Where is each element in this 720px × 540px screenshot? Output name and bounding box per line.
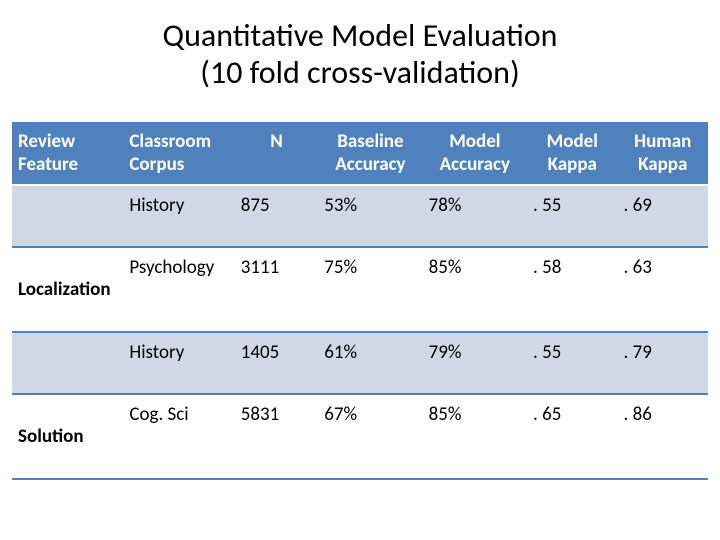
col-header-0: ReviewFeature [12,121,123,185]
cell: 3111 [235,247,319,332]
cell: Solution [12,394,123,479]
cell: History [123,185,234,247]
cell: 53% [318,185,422,247]
results-table: ReviewFeatureClassroomCorpusNBaselineAcc… [12,120,708,480]
cell: 61% [318,332,422,394]
cell: . 58 [527,247,617,332]
slide-title: Quantitative Model Evaluation (10 fold c… [0,0,720,92]
cell: . 55 [527,185,617,247]
cell: . 69 [617,185,708,247]
col-header-2: N [235,121,319,185]
col-header-3: BaselineAccuracy [318,121,422,185]
cell: 85% [423,394,527,479]
cell: Localization [12,247,123,332]
cell [12,185,123,247]
cell: . 86 [617,394,708,479]
cell: . 79 [617,332,708,394]
table-row: SolutionCog. Sci583167%85%. 65. 86 [12,394,708,479]
cell: History [123,332,234,394]
cell: 85% [423,247,527,332]
table-row: LocalizationPsychology311175%85%. 58. 63 [12,247,708,332]
table-row: History87553%78%. 55. 69 [12,185,708,247]
col-header-5: ModelKappa [527,121,617,185]
cell [12,332,123,394]
table-row: History140561%79%. 55. 79 [12,332,708,394]
cell: 5831 [235,394,319,479]
col-header-6: HumanKappa [617,121,708,185]
cell: 79% [423,332,527,394]
cell: Cog. Sci [123,394,234,479]
cell: 875 [235,185,319,247]
table-header: ReviewFeatureClassroomCorpusNBaselineAcc… [12,121,708,185]
cell: . 63 [617,247,708,332]
cell: . 55 [527,332,617,394]
table-body: History87553%78%. 55. 69LocalizationPsyc… [12,185,708,479]
cell: 75% [318,247,422,332]
table-container: ReviewFeatureClassroomCorpusNBaselineAcc… [0,92,720,480]
cell: . 65 [527,394,617,479]
title-line-1: Quantitative Model Evaluation [163,16,558,55]
cell: 1405 [235,332,319,394]
cell: 78% [423,185,527,247]
col-header-1: ClassroomCorpus [123,121,234,185]
col-header-4: ModelAccuracy [423,121,527,185]
cell: Psychology [123,247,234,332]
cell: 67% [318,394,422,479]
title-line-2: (10 fold cross-validation) [200,53,519,92]
